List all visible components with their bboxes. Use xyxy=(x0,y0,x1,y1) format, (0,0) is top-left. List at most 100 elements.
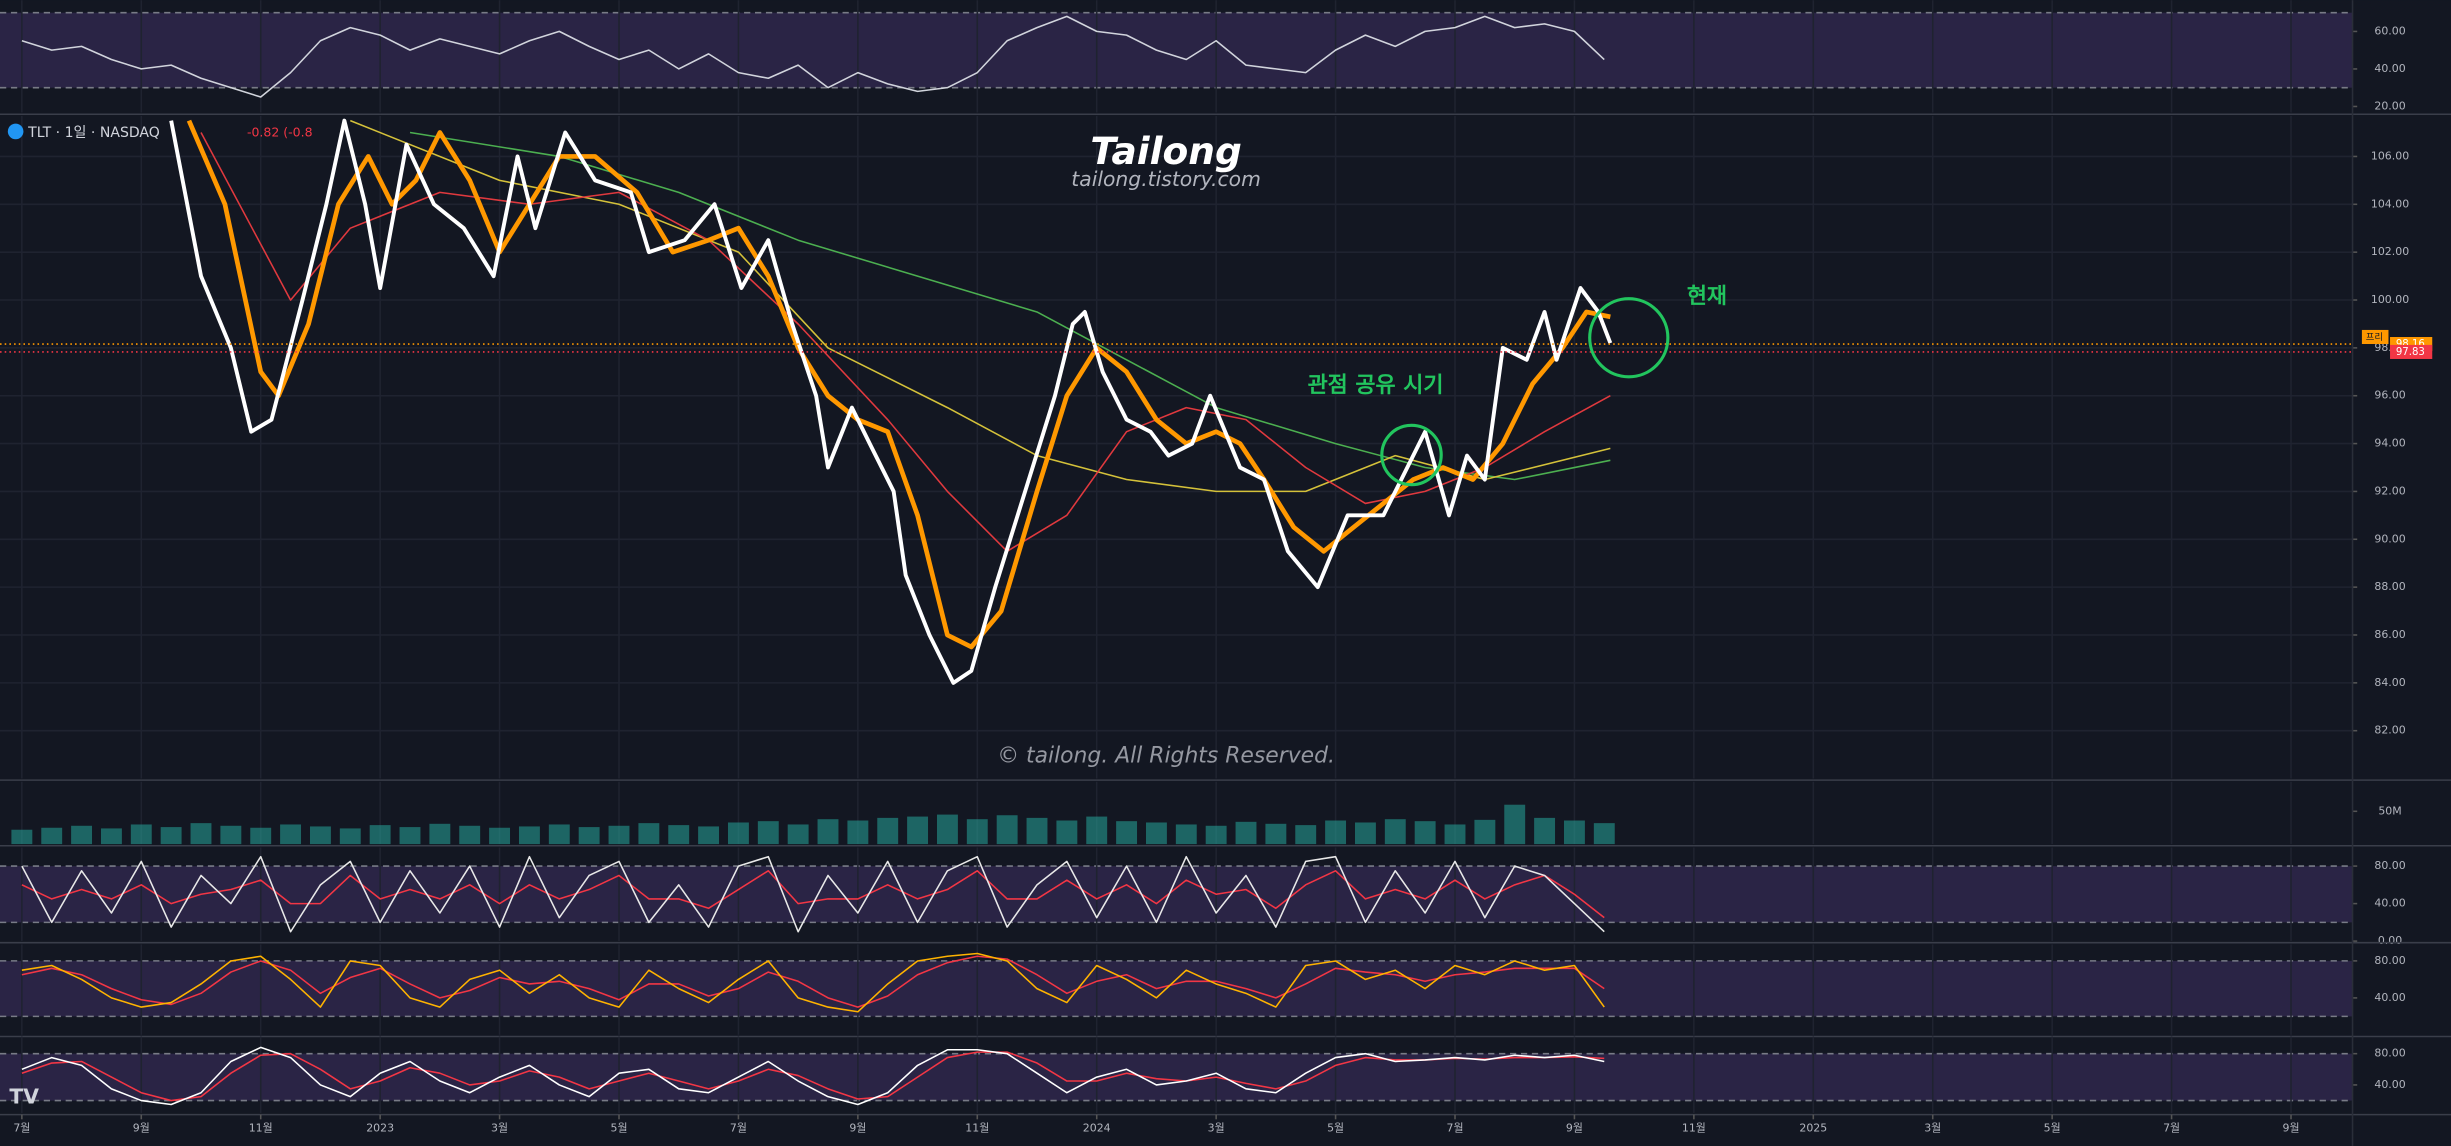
volume-bar xyxy=(1145,822,1167,845)
band xyxy=(0,12,2353,88)
series-line xyxy=(21,855,1605,933)
volume-bar xyxy=(1086,816,1108,845)
volume-bar xyxy=(459,825,481,845)
x-tick-label: 3월 xyxy=(1208,1122,1225,1135)
annotation-circle xyxy=(1588,297,1670,379)
x-tick-label: 2025 xyxy=(1799,1122,1827,1135)
y-tick-label: 82.00 xyxy=(2374,724,2405,737)
series-line xyxy=(21,952,1605,1013)
y-tick-label: 104.00 xyxy=(2371,197,2409,210)
x-tick-label: 9월 xyxy=(1566,1122,1583,1135)
series-line xyxy=(21,1046,1605,1106)
y-tick-label: 80.00 xyxy=(2374,1047,2405,1060)
panel xyxy=(0,944,2353,1035)
volume-bar xyxy=(1116,821,1138,845)
band xyxy=(0,960,2353,1017)
series-line xyxy=(21,15,1605,98)
volume-bar xyxy=(847,820,869,845)
volume-bar xyxy=(817,819,839,845)
series-line xyxy=(21,955,1605,1008)
volume-bar xyxy=(787,824,809,845)
volume-bar xyxy=(339,828,361,845)
volume-bar xyxy=(429,823,451,845)
y-tick-label: 0.00 xyxy=(2378,934,2402,947)
volume-bar xyxy=(638,823,660,845)
volume-bar xyxy=(130,824,152,845)
x-tick-label: 3월 xyxy=(491,1122,508,1135)
volume-bar xyxy=(698,826,720,845)
volume-bar xyxy=(1265,823,1287,845)
watermark-site: tailong.tistory.com xyxy=(1071,167,1261,191)
volume-bar xyxy=(1056,820,1078,845)
volume-bar xyxy=(41,827,63,845)
x-tick-label: 9월 xyxy=(2283,1122,2300,1135)
x-tick-label: 9월 xyxy=(849,1122,866,1135)
x-tick-label: 7월 xyxy=(1446,1122,1463,1135)
price-label: 98.16 xyxy=(2396,339,2425,350)
x-tick-label: 5월 xyxy=(1327,1122,1344,1135)
volume-bar xyxy=(1444,824,1466,845)
pre-tag-box xyxy=(2361,329,2389,345)
pre-tag: 프리 xyxy=(2366,332,2383,343)
volume-bar xyxy=(220,825,242,845)
volume-bar xyxy=(1235,821,1257,845)
volume-bar xyxy=(966,819,988,845)
panel xyxy=(11,781,2292,845)
price-change: -0.82 (-0.8 xyxy=(247,124,313,139)
panel xyxy=(0,115,2353,779)
y-tick-label: 88.00 xyxy=(2374,580,2405,593)
volume-bar xyxy=(190,823,212,845)
volume-bar xyxy=(907,816,929,845)
y-tick-label: 40.00 xyxy=(2374,62,2405,75)
volume-bar xyxy=(11,829,33,845)
band xyxy=(0,866,2353,923)
y-tick-label: 92.00 xyxy=(2374,484,2405,497)
symbol-title: TLT · 1일 · NASDAQ xyxy=(27,125,160,141)
x-tick-label: 5월 xyxy=(610,1122,627,1135)
x-tick-label: 2024 xyxy=(1083,1122,1111,1135)
copyright: © tailong. All Rights Reserved. xyxy=(997,744,1335,769)
volume-bar xyxy=(369,825,391,845)
y-tick-label: 106.00 xyxy=(2371,149,2409,162)
series-line xyxy=(21,869,1605,919)
volume-bar xyxy=(1175,824,1197,845)
x-tick-label: 2023 xyxy=(366,1122,394,1135)
annotation-circle xyxy=(1380,423,1443,487)
y-tick-label: 80.00 xyxy=(2374,954,2405,967)
volume-bar xyxy=(1414,821,1436,845)
logo: TV xyxy=(9,1084,39,1108)
symbol-icon xyxy=(7,123,24,140)
annotation-text: 관점 공유 시기 xyxy=(1308,373,1444,398)
series-line xyxy=(21,1051,1605,1102)
price-label: 97.83 xyxy=(2396,347,2425,358)
y-tick-label: 100.00 xyxy=(2371,293,2409,306)
watermark-title: Tailong xyxy=(1090,129,1241,173)
volume-bar xyxy=(1593,823,1615,845)
volume-bar xyxy=(936,814,958,845)
y-tick-label: 40.00 xyxy=(2374,1078,2405,1091)
volume-bar xyxy=(1534,817,1556,845)
y-tick-label: 96.00 xyxy=(2374,389,2405,402)
volume-bar xyxy=(1295,825,1317,845)
series-line xyxy=(169,118,1613,685)
x-tick-label: 11월 xyxy=(249,1122,273,1135)
annotation-text: 현재 xyxy=(1687,284,1727,309)
y-tick-label: 60.00 xyxy=(2374,24,2405,37)
y-tick-label: 40.00 xyxy=(2374,897,2405,910)
y-tick-label: 20.00 xyxy=(2374,99,2405,112)
volume-bar xyxy=(1026,817,1048,845)
volume-bar xyxy=(489,827,511,845)
volume-bar xyxy=(100,828,122,845)
x-tick-label: 3월 xyxy=(1924,1122,1941,1135)
volume-bar xyxy=(548,824,570,845)
volume-bar xyxy=(757,821,779,845)
volume-bar xyxy=(1325,820,1347,845)
volume-bar xyxy=(996,815,1018,845)
x-tick-label: 5월 xyxy=(2044,1122,2061,1135)
x-tick-label: 11월 xyxy=(965,1122,989,1135)
volume-bar xyxy=(877,817,899,845)
price-label-box xyxy=(2390,344,2433,359)
panel xyxy=(0,1036,2353,1114)
